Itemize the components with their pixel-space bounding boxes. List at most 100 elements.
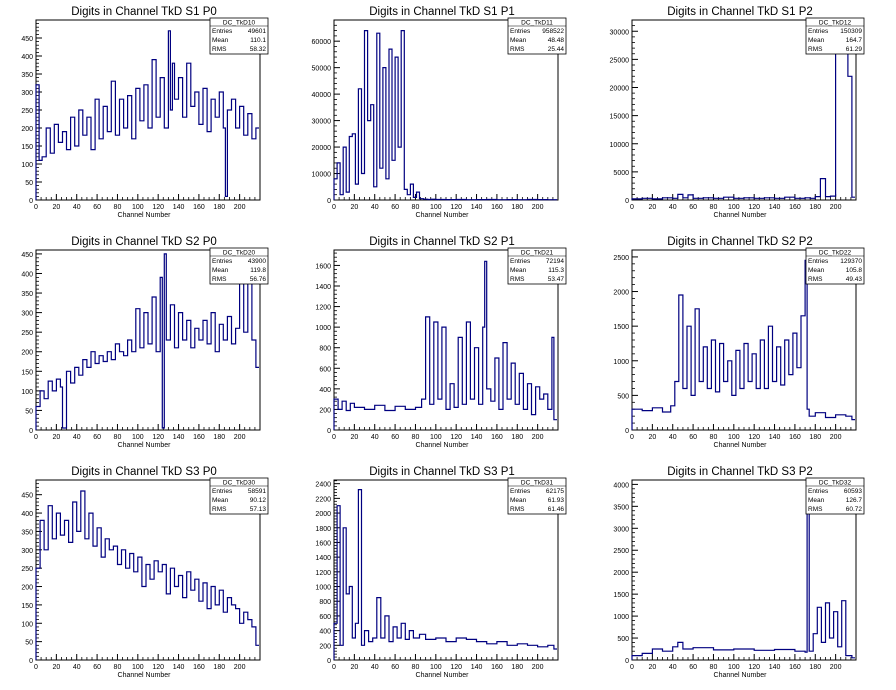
- x-tick-label: 160: [193, 204, 205, 211]
- y-tick-label: 50: [25, 408, 33, 415]
- chart-title: Digits in Channel TkD S2 P0: [71, 236, 217, 248]
- x-tick-label: 120: [748, 664, 760, 671]
- stats-mean-label: Mean: [212, 37, 229, 44]
- y-tick-label: 250: [21, 330, 33, 337]
- x-tick-label: 80: [412, 434, 420, 441]
- x-tick-label: 200: [234, 664, 246, 671]
- x-tick-label: 80: [710, 434, 718, 441]
- stats-mean-label: Mean: [510, 37, 527, 44]
- stats-mean-value: 48.48: [548, 37, 565, 44]
- y-tick-label: 800: [319, 599, 331, 606]
- x-tick-label: 160: [789, 434, 801, 441]
- stats-box: [209, 477, 269, 515]
- x-tick-label: 140: [471, 434, 483, 441]
- y-tick-label: 200: [21, 585, 33, 592]
- x-tick-label: 100: [132, 434, 144, 441]
- x-tick-label: 160: [193, 434, 205, 441]
- x-tick-label: 60: [689, 204, 697, 211]
- x-tick-label: 20: [52, 434, 60, 441]
- y-tick-label: 1000: [613, 614, 629, 621]
- data-line: [35, 253, 259, 430]
- x-tick-label: 60: [689, 664, 697, 671]
- stats-entries-label: Entries: [510, 28, 531, 35]
- stats-box: [805, 477, 865, 515]
- histogram-panel: Digits in Channel TkD S3 P00501001502002…: [21, 466, 269, 679]
- x-tick-label: 180: [511, 204, 523, 211]
- y-tick-label: 1200: [315, 305, 331, 312]
- y-tick-label: 150: [21, 144, 33, 151]
- y-tick-label: 25000: [610, 57, 630, 64]
- stats-entries-label: Entries: [510, 488, 531, 495]
- stats-entries-value: 958522: [542, 28, 564, 35]
- y-tick-label: 500: [617, 393, 629, 400]
- histogram-panel: Digits in Channel TkD S1 P1 0 10000 20000 30…: [312, 6, 567, 219]
- stats-name: DC_TkD22: [819, 250, 852, 257]
- x-tick-label: 140: [769, 204, 781, 211]
- x-tick-label: 40: [669, 204, 677, 211]
- x-tick-label: 0: [34, 434, 38, 441]
- x-tick-label: 80: [412, 204, 420, 211]
- x-tick-label: 180: [809, 434, 821, 441]
- y-tick-label: 1400: [315, 555, 331, 562]
- stats-rms-label: RMS: [212, 506, 227, 513]
- y-tick-label: 1000: [315, 325, 331, 332]
- data-line: [35, 30, 259, 200]
- x-tick-label: 60: [93, 204, 101, 211]
- y-tick-label: 0: [625, 428, 629, 435]
- stats-rms-value: 25.44: [548, 46, 565, 53]
- y-tick-label: 50: [25, 180, 33, 187]
- stats-box: [507, 247, 567, 285]
- y-tick-label: 15000: [610, 114, 630, 121]
- chart-title: Digits in Channel TkD S2 P1: [369, 236, 515, 248]
- histogram-panel: Digits in Channel TkD S3 P20500100015002…: [613, 466, 865, 679]
- y-tick-label: 1800: [315, 526, 331, 533]
- data-line: [631, 492, 855, 660]
- x-tick-label: 100: [728, 434, 740, 441]
- stats-box: [209, 247, 269, 285]
- y-tick-label: 4000: [613, 482, 629, 489]
- x-tick-label: 160: [491, 434, 503, 441]
- x-tick-label: 120: [152, 434, 164, 441]
- stats-mean-value: 164.7: [846, 37, 863, 44]
- stats-mean-label: Mean: [808, 267, 825, 274]
- y-tick-label: 1500: [613, 324, 629, 331]
- chart-title: Digits in Channel TkD S3 P0: [71, 466, 217, 478]
- y-tick-label: 0: [29, 198, 33, 205]
- x-tick-label: 140: [471, 204, 483, 211]
- stats-entries-label: Entries: [212, 258, 233, 265]
- data-line: [333, 30, 557, 201]
- x-tick-label: 140: [173, 204, 185, 211]
- x-tick-label: 60: [391, 204, 399, 211]
- x-tick-label: 20: [648, 664, 656, 671]
- y-tick-label: 0: [29, 428, 33, 435]
- stats-mean-value: 90.12: [250, 497, 267, 504]
- x-tick-label: 180: [213, 664, 225, 671]
- x-axis-label: Channel Number: [714, 672, 768, 679]
- stats-name: DC_TkD30: [223, 480, 256, 487]
- stats-box: [805, 247, 865, 285]
- x-tick-label: 40: [371, 664, 379, 671]
- y-tick-label: 10000: [610, 142, 630, 149]
- y-tick-label: 500: [617, 636, 629, 643]
- x-tick-label: 180: [809, 204, 821, 211]
- x-tick-label: 180: [213, 204, 225, 211]
- y-tick-label: 100: [21, 162, 33, 169]
- x-tick-label: 80: [412, 664, 420, 671]
- x-tick-label: 100: [132, 664, 144, 671]
- y-tick-label: 450: [21, 252, 33, 259]
- y-tick-label: 300: [21, 90, 33, 97]
- y-tick-label: 1000: [613, 359, 629, 366]
- x-tick-label: 20: [648, 204, 656, 211]
- data-line: [333, 489, 557, 660]
- stats-rms-label: RMS: [510, 506, 525, 513]
- y-tick-label: 40000: [312, 92, 332, 99]
- stats-name: DC_TkD31: [521, 480, 554, 487]
- stats-entries-label: Entries: [212, 28, 233, 35]
- x-tick-label: 120: [450, 664, 462, 671]
- x-tick-label: 180: [511, 664, 523, 671]
- y-tick-label: 400: [21, 54, 33, 61]
- x-tick-label: 200: [532, 664, 544, 671]
- x-tick-label: 0: [34, 204, 38, 211]
- y-tick-label: 2200: [315, 496, 331, 503]
